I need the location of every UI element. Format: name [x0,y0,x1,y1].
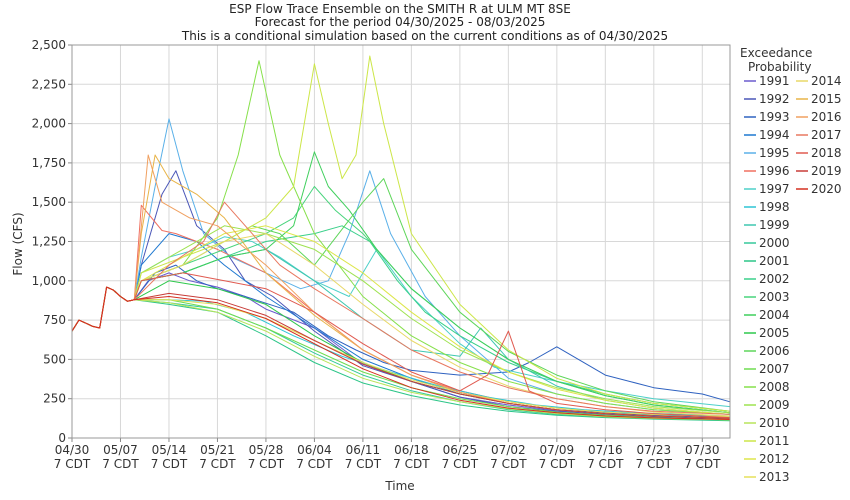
x-tick-label-time: 7 CDT [490,457,527,471]
x-tick-label-date: 07/02 [491,443,526,457]
legend-label-2009: 2009 [759,398,790,412]
y-tick-label: 2,250 [32,77,66,91]
x-tick-label-time: 7 CDT [587,457,624,471]
legend-label-2008: 2008 [759,380,790,394]
x-tick-label-date: 05/07 [103,443,138,457]
legend-label-2005: 2005 [759,326,790,340]
legend-label-1995: 1995 [759,146,790,160]
y-tick-label: 250 [43,392,66,406]
x-axis-label: Time [384,479,414,493]
legend-label-2002: 2002 [759,272,790,286]
legend-label-2007: 2007 [759,362,790,376]
legend-label-2013: 2013 [759,470,790,484]
legend-label-1992: 1992 [759,92,790,106]
chart-subtitle-conditions: This is a conditional simulation based o… [181,29,668,43]
x-tick-label-date: 05/14 [152,443,187,457]
legend: 1991 1992 1993 1994 1995 1996 1997 1998 1999 2000… [744,74,842,484]
x-tick-label-time: 7 CDT [345,457,382,471]
x-tick-label-date: 07/16 [588,443,623,457]
y-tick-label: 1,750 [32,156,66,170]
legend-label-2019: 2019 [811,164,842,178]
legend-label-2012: 2012 [759,452,790,466]
y-tick-label: 750 [43,313,66,327]
y-tick-label: 1,000 [32,274,66,288]
legend-label-2003: 2003 [759,290,790,304]
y-tick-label: 500 [43,352,66,366]
y-axis-label: Flow (CFS) [11,212,25,275]
x-tick-label-date: 04/30 [55,443,90,457]
legend-label-2020: 2020 [811,182,842,196]
x-tick-label-time: 7 CDT [151,457,188,471]
legend-label-1996: 1996 [759,164,790,178]
legend-label-1997: 1997 [759,182,790,196]
legend-label-1991: 1991 [759,74,790,88]
legend-label-2001: 2001 [759,254,790,268]
x-tick-label-date: 06/11 [346,443,381,457]
x-tick-label-time: 7 CDT [636,457,673,471]
x-tick-label-date: 06/25 [443,443,478,457]
x-tick-label-time: 7 CDT [199,457,236,471]
legend-label-2018: 2018 [811,146,842,160]
legend-label-2000: 2000 [759,236,790,250]
x-tick-label-time: 7 CDT [539,457,576,471]
x-tick-label-time: 7 CDT [393,457,430,471]
legend-label-2014: 2014 [811,74,842,88]
y-tick-label: 2,500 [32,38,66,52]
legend-label-2016: 2016 [811,110,842,124]
chart-title: ESP Flow Trace Ensemble on the SMITH R a… [229,2,571,16]
y-tick-label: 2,000 [32,117,66,131]
x-tick-label-time: 7 CDT [442,457,479,471]
x-tick-label-date: 07/30 [685,443,720,457]
y-axis: 0 250 500 750 1,000 1,250 1,500 1,750 2,000 2,250… [32,38,72,445]
y-tick-label: 1,250 [32,235,66,249]
series-lines [71,55,731,422]
x-tick-label-time: 7 CDT [102,457,139,471]
legend-title-probability: Probability [748,60,811,74]
y-tick-label: 1,500 [32,195,66,209]
chart-subtitle-period: Forecast for the period 04/30/2025 - 08/… [255,15,546,29]
legend-label-2015: 2015 [811,92,842,106]
legend-label-1998: 1998 [759,200,790,214]
x-tick-label-time: 7 CDT [684,457,721,471]
legend-title-exceedance: Exceedance [740,46,812,60]
x-tick-label-time: 7 CDT [54,457,91,471]
legend-label-1994: 1994 [759,128,790,142]
x-tick-label-time: 7 CDT [296,457,333,471]
x-tick-label-date: 06/18 [394,443,429,457]
x-tick-label-date: 05/21 [200,443,235,457]
x-tick-label-date: 07/23 [637,443,672,457]
legend-label-2004: 2004 [759,308,790,322]
x-tick-label-date: 06/04 [297,443,332,457]
legend-label-1993: 1993 [759,110,790,124]
plot-frame [71,44,731,439]
legend-label-1999: 1999 [759,218,790,232]
x-tick-label-date: 07/09 [540,443,575,457]
x-tick-label-time: 7 CDT [248,457,285,471]
legend-label-2010: 2010 [759,416,790,430]
legend-label-2006: 2006 [759,344,790,358]
legend-label-2011: 2011 [759,434,790,448]
series-line-2020 [71,286,731,420]
y-tick-label: 0 [58,431,66,445]
x-tick-label-date: 05/28 [249,443,284,457]
legend-label-2017: 2017 [811,128,842,142]
